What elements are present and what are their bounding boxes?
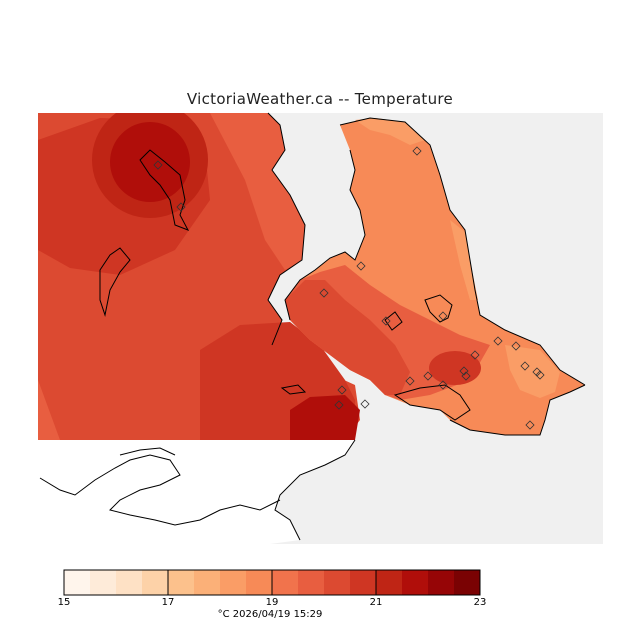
color-scale-swatch: [64, 570, 90, 595]
coastlines: [39, 112, 586, 541]
diamond-station-icon: [153, 160, 163, 170]
legend-tick-label: 19: [265, 597, 279, 608]
diamond-station-icon: [412, 146, 422, 156]
color-scale-swatch: [324, 570, 350, 595]
legend-tick-label: 15: [57, 597, 71, 608]
diamond-station-icon: [511, 341, 521, 351]
temp-zone-20b: [38, 380, 60, 440]
diamond-station-icon: [381, 316, 391, 326]
diamond-station-icon: [438, 380, 448, 390]
diamond-station-icon: [461, 371, 471, 381]
color-scale-swatch: [454, 570, 480, 595]
legend-tick-label: 17: [161, 597, 175, 608]
color-scale-swatch: [142, 570, 168, 595]
diamond-station-icon: [438, 311, 448, 321]
color-scale-swatch: [90, 570, 116, 595]
temp-zone-22-s: [290, 395, 360, 440]
diamond-station-icon: [423, 371, 433, 381]
color-scale-swatch: [298, 570, 324, 595]
temp-zone-18-ridge: [450, 220, 478, 300]
color-scale-swatch: [194, 570, 220, 595]
diamond-station-icon: [470, 350, 480, 360]
temp-zone-20-mainland: [285, 280, 410, 395]
color-scale-swatch: [376, 570, 402, 595]
diamond-station-icon: [525, 420, 535, 430]
diamond-station-icon: [360, 399, 370, 409]
color-scale-swatch: [428, 570, 454, 595]
diamond-station-icon: [535, 370, 545, 380]
temp-zone-20: [210, 113, 305, 270]
color-scale-bar: [63, 569, 481, 596]
timestamp-label: °C 2026/04/19 15:29: [217, 609, 323, 620]
color-scale-swatch: [402, 570, 428, 595]
diamond-station-icon: [520, 361, 530, 371]
diamond-station-icon: [319, 288, 329, 298]
map-title: VictoriaWeather.ca -- Temperature: [186, 90, 454, 108]
diamond-station-icon: [459, 366, 469, 376]
color-scale-swatch: [272, 570, 298, 595]
diamond-station-icon: [176, 202, 186, 212]
temp-zone-22b-nw: [110, 122, 190, 202]
legend-tick-label: 21: [369, 597, 383, 608]
diamond-station-icon: [493, 336, 503, 346]
color-scale-swatch: [116, 570, 142, 595]
diamond-station-icon: [334, 400, 344, 410]
diamond-station-icon: [337, 385, 347, 395]
color-scale-swatch: [220, 570, 246, 595]
no-data-land: [38, 440, 355, 544]
color-scale-swatch: [168, 570, 194, 595]
diamond-station-icon: [405, 376, 415, 386]
diamond-station-icon: [356, 261, 366, 271]
color-scale-swatch: [350, 570, 376, 595]
temp-zone-18-east: [505, 345, 560, 398]
temp-zone-21-spot: [429, 351, 481, 385]
legend-tick-label: 23: [473, 597, 487, 608]
color-scale-swatch: [246, 570, 272, 595]
station-markers: [153, 146, 545, 430]
